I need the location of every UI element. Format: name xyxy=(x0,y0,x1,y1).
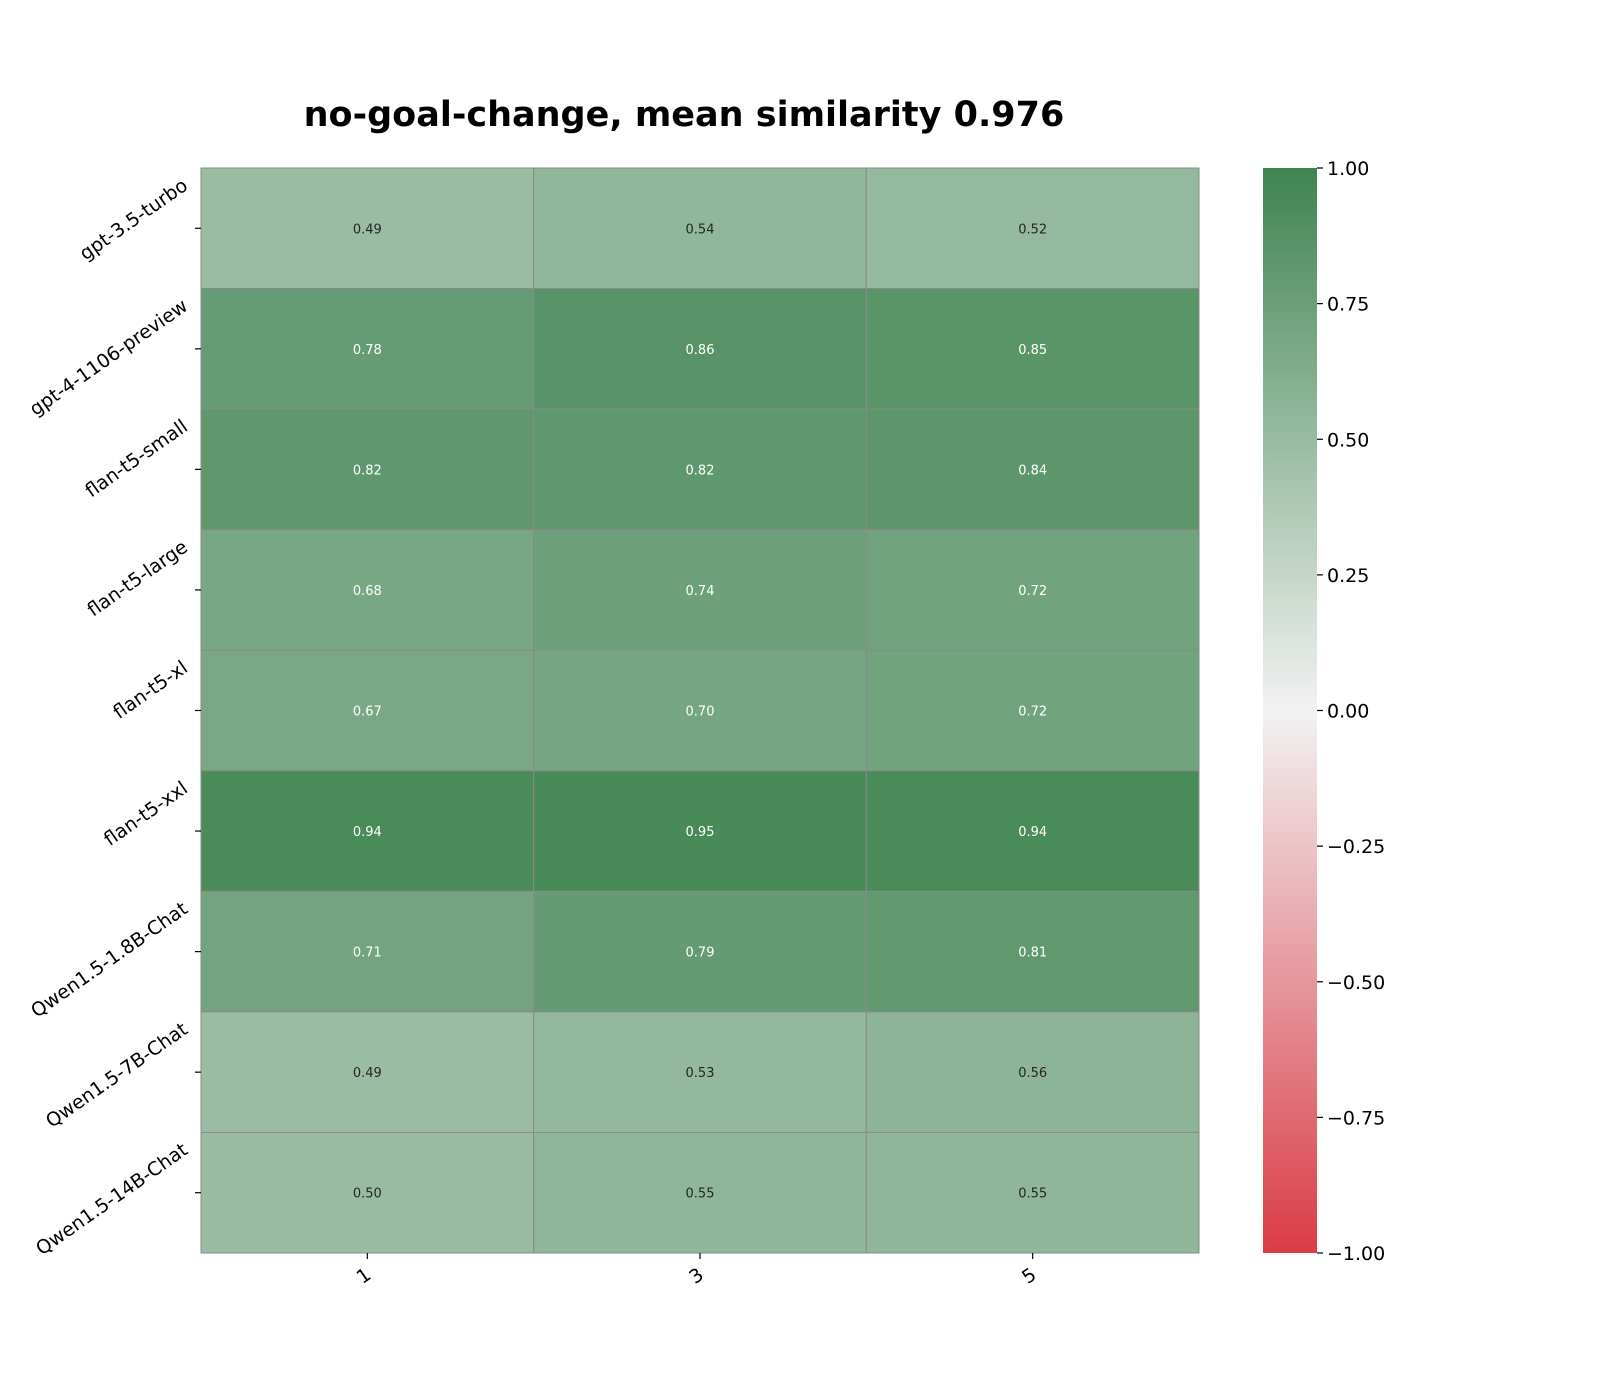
y-tick-label: gpt-3.5-turbo xyxy=(76,174,192,265)
heatmap-cell xyxy=(200,167,535,290)
cell-value-label: 0.72 xyxy=(1018,705,1047,720)
cell-value-label: 0.94 xyxy=(1018,825,1047,840)
cell-value-label: 0.55 xyxy=(686,1187,715,1202)
heatmap-cell xyxy=(865,770,1200,892)
heatmap-cell xyxy=(200,890,535,1013)
colorbar-tick-label: −0.25 xyxy=(1327,836,1385,858)
y-axis-labels: gpt-3.5-turbo gpt-4-1106-previewflan-t5-s… xyxy=(26,174,201,1260)
heatmap-cells: 0.49 0.54 0.52 0.78 0.86 0.85 0.82 0.82 0.84 0.68… xyxy=(200,167,1200,1254)
y-tick-label: flan-t5-xxl xyxy=(100,777,192,850)
cell-value-label: 0.52 xyxy=(1018,222,1047,237)
cell-value-label: 0.74 xyxy=(686,584,715,599)
y-tick-label: flan-t5-xl xyxy=(109,657,192,724)
heatmap-cell xyxy=(865,167,1200,290)
cell-value-label: 0.72 xyxy=(1018,584,1047,599)
heatmap-cell xyxy=(865,890,1200,1013)
cell-value-label: 0.54 xyxy=(686,222,715,237)
cell-value-label: 0.70 xyxy=(686,705,715,720)
cell-value-label: 0.67 xyxy=(353,705,382,720)
cell-value-label: 0.79 xyxy=(686,946,715,961)
colorbar-tick-label: 0.00 xyxy=(1327,701,1369,723)
heatmap-cell xyxy=(865,1011,1200,1133)
cell-value-label: 0.86 xyxy=(686,343,715,358)
colorbar-tick-label: 0.25 xyxy=(1327,565,1369,587)
cell-value-label: 0.82 xyxy=(353,463,382,478)
heatmap-cell xyxy=(865,649,1200,772)
cell-value-label: 0.68 xyxy=(353,584,382,599)
heatmap-cell xyxy=(200,288,535,410)
x-tick-label: 5 xyxy=(1018,1264,1041,1289)
cell-value-label: 0.82 xyxy=(686,463,715,478)
colorbar-tick-label: −0.50 xyxy=(1327,972,1385,994)
cell-value-label: 0.84 xyxy=(1018,463,1047,478)
y-tick-label: Qwen1.5-1.8B-Chat xyxy=(27,898,192,1023)
cell-value-label: 0.56 xyxy=(1018,1066,1047,1081)
y-tick-label: Qwen1.5-7B-Chat xyxy=(42,1018,192,1132)
cell-value-label: 0.50 xyxy=(353,1187,382,1202)
colorbar-tick-label: −0.75 xyxy=(1327,1107,1385,1129)
heatmap-cell xyxy=(200,1131,535,1254)
chart-title: no-goal-change, mean similarity 0.976 xyxy=(304,95,1065,135)
heatmap-cell xyxy=(865,1131,1200,1254)
heatmap-cell xyxy=(533,167,867,290)
y-tick-label: gpt-4-1106-preview xyxy=(26,295,192,421)
y-tick-label: Qwen1.5-14B-Chat xyxy=(32,1139,192,1260)
heatmap-cell xyxy=(865,288,1200,410)
heatmap-cell xyxy=(533,408,867,531)
heatmap-cell xyxy=(200,1011,535,1133)
cell-value-label: 0.94 xyxy=(353,825,382,840)
y-tick-label: flan-t5-small xyxy=(81,415,192,502)
heatmap-cell xyxy=(200,529,535,651)
cell-value-label: 0.95 xyxy=(686,825,715,840)
x-tick-label: 3 xyxy=(685,1264,708,1289)
heatmap-cell xyxy=(533,649,867,772)
cell-value-label: 0.78 xyxy=(353,343,382,358)
heatmap-cell xyxy=(200,649,535,772)
colorbar xyxy=(1263,168,1317,1253)
cell-value-label: 0.85 xyxy=(1018,343,1047,358)
cell-value-label: 0.49 xyxy=(353,1066,382,1081)
cell-value-label: 0.55 xyxy=(1018,1187,1047,1202)
heatmap-cell xyxy=(533,1131,867,1254)
cell-value-label: 0.81 xyxy=(1018,946,1047,961)
cell-value-label: 0.49 xyxy=(353,222,382,237)
x-axis-labels: 1 3 5 xyxy=(353,1253,1041,1289)
colorbar-tick-label: 0.50 xyxy=(1327,429,1369,451)
heatmap-cell xyxy=(200,408,535,531)
heatmap-cell xyxy=(865,529,1200,651)
colorbar-ticks: 1.00 0.75 0.50 0.25 0.00 −0.25 −0.50 −0.75 −1.00 xyxy=(1317,158,1385,1265)
cell-value-label: 0.71 xyxy=(353,946,382,961)
heatmap-cell xyxy=(533,890,867,1013)
heatmap-cell xyxy=(533,288,867,410)
heatmap-cell xyxy=(533,1011,867,1133)
heatmap-cell xyxy=(533,770,867,892)
colorbar-tick-label: 1.00 xyxy=(1327,158,1369,180)
y-tick-label: flan-t5-large xyxy=(83,536,192,621)
x-tick-label: 1 xyxy=(353,1264,376,1289)
colorbar-tick-label: −1.00 xyxy=(1327,1243,1385,1265)
cell-value-label: 0.53 xyxy=(686,1066,715,1081)
colorbar-tick-label: 0.75 xyxy=(1327,294,1369,316)
